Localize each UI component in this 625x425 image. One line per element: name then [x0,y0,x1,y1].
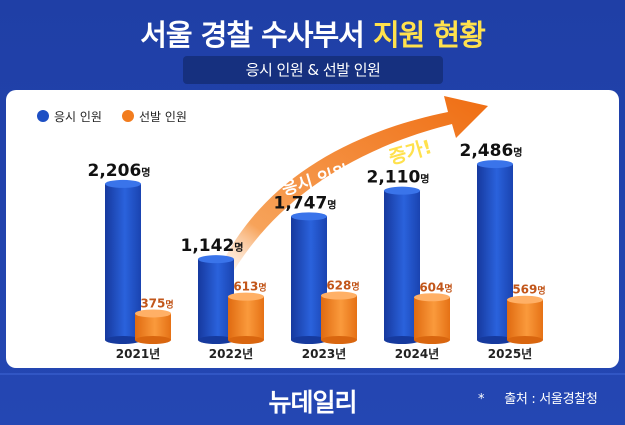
bar-cap-applicants-5 [477,160,513,169]
bar-cap-selected-3 [321,291,357,300]
legend: 응시 인원 선발 인원 [37,110,187,124]
legend-label-selected: 선발 인원 [139,110,187,124]
title-main: 서울 경찰 수사부서 [140,18,373,52]
bar-base-selected-3 [321,336,357,344]
page-title: 서울 경찰 수사부서 지원 현황 [0,12,625,54]
value-label-selected-5: 569명 [512,283,545,297]
bar-cap-selected-4 [414,293,450,302]
category-label-3: 2023년 [302,347,346,361]
bar-cap-selected-2 [228,292,264,301]
bar-cap-applicants-4 [384,186,420,195]
category-label-4: 2024년 [395,347,439,361]
bar-base-selected-1 [135,336,171,344]
logo: 뉴데일리 [0,383,625,419]
value-label-applicants-3: 1,747명 [274,193,337,213]
bar-base-applicants-4 [384,336,420,344]
bar-base-applicants-1 [105,336,141,344]
bar-cap-applicants-2 [198,255,234,264]
growth-arrow: 응시 인원 대폭 증가! 2022년 대비 2배 이상 증가 [210,96,488,292]
source-star: * [478,392,485,407]
value-label-applicants-4: 2,110명 [367,168,430,188]
bar-cap-selected-1 [135,309,171,318]
bar-selected-5 [507,299,543,340]
subtitle-pill: 응시 인원 & 선발 인원 [183,56,443,84]
title-highlight: 지원 현황 [372,18,486,52]
subtitle-text: 응시 인원 & 선발 인원 [245,61,381,79]
value-label-selected-3: 628명 [326,279,359,293]
category-label-5: 2025년 [488,347,532,361]
bars-layer [105,160,543,344]
value-label-selected-4: 604명 [419,280,452,294]
bar-cap-applicants-3 [291,212,327,221]
legend-label-applicants: 응시 인원 [54,110,102,124]
bar-base-selected-2 [228,336,264,344]
labels-layer: 2,206명 375명 2021년 1,142명 613명 2022년 1,747명 628명… [88,141,546,361]
source-note: * 출처 : 서울경찰청 [478,388,598,407]
bar-base-selected-4 [414,336,450,344]
bar-base-applicants-3 [291,336,327,344]
bar-selected-3 [321,295,357,340]
category-label-1: 2021년 [116,347,160,361]
bar-selected-4 [414,297,450,340]
bar-cap-selected-5 [507,295,543,304]
bar-base-selected-5 [507,336,543,344]
growth-arrow-shape [210,96,488,292]
bar-selected-1 [135,313,171,340]
bar-base-applicants-2 [198,336,234,344]
source-text: 출처 : 서울경찰청 [504,392,598,407]
value-label-selected-2: 613명 [233,280,266,294]
legend-marker-selected [122,110,134,122]
value-label-applicants-5: 2,486명 [460,141,523,161]
footer-divider [0,373,625,375]
value-label-applicants-2: 1,142명 [181,236,244,256]
value-label-selected-1: 375명 [140,296,173,310]
bar-base-applicants-5 [477,336,513,344]
bar-cap-applicants-1 [105,179,141,188]
bar-selected-2 [228,296,264,340]
legend-marker-applicants [37,110,49,122]
value-label-applicants-1: 2,206명 [88,161,151,181]
logo-text: 뉴데일리 [268,388,357,417]
category-label-2: 2022년 [209,347,253,361]
